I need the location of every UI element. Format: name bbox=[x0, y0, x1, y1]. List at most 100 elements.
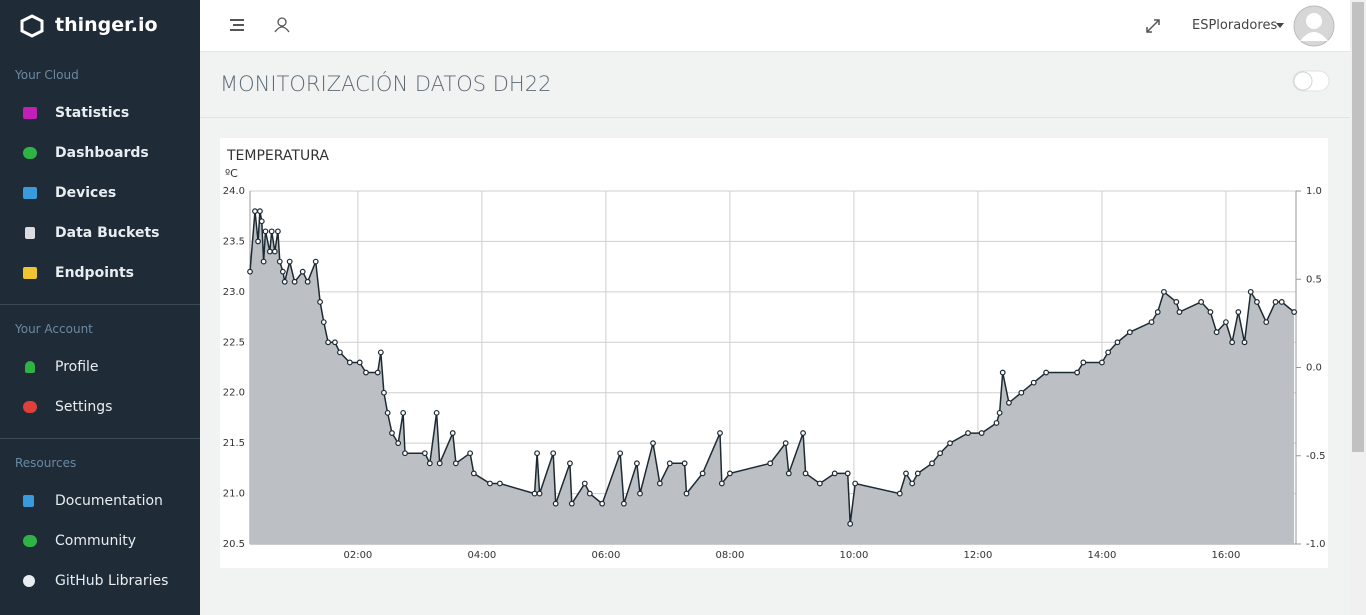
point bbox=[852, 480, 859, 487]
y2-tick-label: 0.0 bbox=[1306, 363, 1322, 374]
chart: TEMPERATURA ºC 20.5 21.0 21.5 22.0 22.5 23.0 2… bbox=[223, 148, 1326, 561]
point bbox=[965, 430, 971, 436]
point bbox=[384, 409, 391, 416]
point bbox=[1043, 369, 1050, 376]
point bbox=[929, 460, 935, 467]
point bbox=[1176, 309, 1183, 315]
point bbox=[255, 238, 261, 245]
caret bbox=[1276, 23, 1284, 28]
point bbox=[718, 480, 725, 487]
sidebar: thinger.io Your Cloud Statistics Dashboa… bbox=[0, 0, 200, 615]
point bbox=[993, 420, 1000, 426]
point bbox=[599, 500, 606, 507]
nav-item[interactable]: Data Buckets bbox=[55, 225, 160, 241]
point bbox=[389, 430, 395, 436]
point bbox=[356, 359, 363, 366]
point bbox=[452, 460, 459, 467]
point bbox=[426, 460, 433, 467]
point bbox=[1105, 349, 1112, 356]
point bbox=[377, 349, 384, 356]
point bbox=[717, 430, 723, 436]
point bbox=[268, 228, 275, 235]
point bbox=[1074, 369, 1081, 376]
nav-item[interactable]: Profile bbox=[55, 359, 99, 375]
point bbox=[656, 480, 663, 487]
point bbox=[433, 409, 440, 416]
point bbox=[1173, 299, 1180, 305]
x-tick-label: 02:00 bbox=[343, 550, 372, 561]
point bbox=[567, 460, 573, 467]
point bbox=[844, 470, 851, 477]
nav-item[interactable]: Endpoints bbox=[55, 265, 134, 281]
separator bbox=[0, 438, 200, 439]
point bbox=[683, 490, 690, 497]
nav-item[interactable]: GitHub Libraries bbox=[55, 573, 169, 589]
x-tick-label: 08:00 bbox=[715, 550, 744, 561]
point bbox=[996, 409, 1003, 416]
toggle[interactable] bbox=[1292, 70, 1330, 92]
icon bbox=[23, 535, 37, 547]
nav-item[interactable]: Dashboards bbox=[55, 145, 149, 161]
point bbox=[304, 278, 311, 285]
point bbox=[395, 440, 402, 447]
point bbox=[534, 450, 540, 457]
user-body bbox=[274, 26, 290, 33]
point bbox=[767, 460, 774, 467]
point bbox=[800, 430, 806, 436]
brand[interactable]: thinger.io bbox=[55, 14, 158, 36]
point bbox=[496, 480, 503, 487]
point bbox=[325, 339, 332, 346]
point bbox=[286, 258, 293, 265]
area bbox=[250, 211, 1295, 544]
point bbox=[317, 299, 323, 305]
nav-item[interactable]: Documentation bbox=[55, 493, 163, 509]
user-button[interactable] bbox=[274, 16, 290, 34]
y-tick-label: 22.5 bbox=[223, 337, 245, 348]
point bbox=[271, 248, 278, 255]
user-head bbox=[277, 17, 287, 27]
point bbox=[252, 208, 258, 215]
nav-item[interactable]: Community bbox=[55, 533, 137, 549]
section-title: Your Cloud bbox=[15, 68, 79, 82]
avatar[interactable] bbox=[1293, 5, 1335, 47]
point bbox=[1241, 339, 1248, 346]
fullscreen-button[interactable] bbox=[1145, 18, 1161, 34]
nav-item[interactable]: Devices bbox=[55, 185, 117, 201]
point bbox=[381, 389, 387, 396]
point bbox=[650, 440, 656, 447]
point bbox=[617, 450, 624, 457]
menu-button[interactable] bbox=[230, 18, 246, 32]
scrollbar-thumb[interactable] bbox=[1352, 2, 1364, 452]
point bbox=[681, 460, 688, 467]
chart-card: TEMPERATURA ºC 20.5 21.0 21.5 22.0 22.5 23.0 2… bbox=[220, 138, 1328, 568]
point bbox=[467, 450, 474, 457]
point bbox=[847, 520, 854, 527]
nav-item[interactable]: Settings bbox=[55, 399, 113, 415]
icon bbox=[23, 267, 37, 279]
point bbox=[1126, 329, 1133, 336]
point bbox=[257, 208, 263, 215]
point bbox=[947, 440, 953, 447]
y-axis-label: ºC bbox=[225, 167, 238, 180]
point bbox=[449, 430, 456, 436]
point bbox=[1213, 329, 1220, 336]
nav-item[interactable]: Statistics bbox=[55, 105, 130, 121]
point bbox=[436, 460, 443, 467]
point bbox=[550, 450, 557, 457]
point bbox=[634, 460, 640, 467]
point bbox=[262, 228, 269, 235]
caret-shape bbox=[1276, 23, 1284, 28]
point bbox=[291, 278, 298, 285]
point bbox=[978, 430, 985, 436]
icon bbox=[25, 361, 35, 373]
point bbox=[1030, 379, 1037, 386]
point bbox=[727, 470, 733, 477]
point bbox=[1080, 359, 1087, 366]
point bbox=[1006, 399, 1012, 406]
brand-logo bbox=[20, 14, 44, 38]
x-tick-label: 06:00 bbox=[591, 550, 620, 561]
point bbox=[637, 490, 643, 497]
toggle-knob bbox=[1293, 71, 1313, 91]
user-menu[interactable]: ESPloradores bbox=[1192, 18, 1278, 33]
